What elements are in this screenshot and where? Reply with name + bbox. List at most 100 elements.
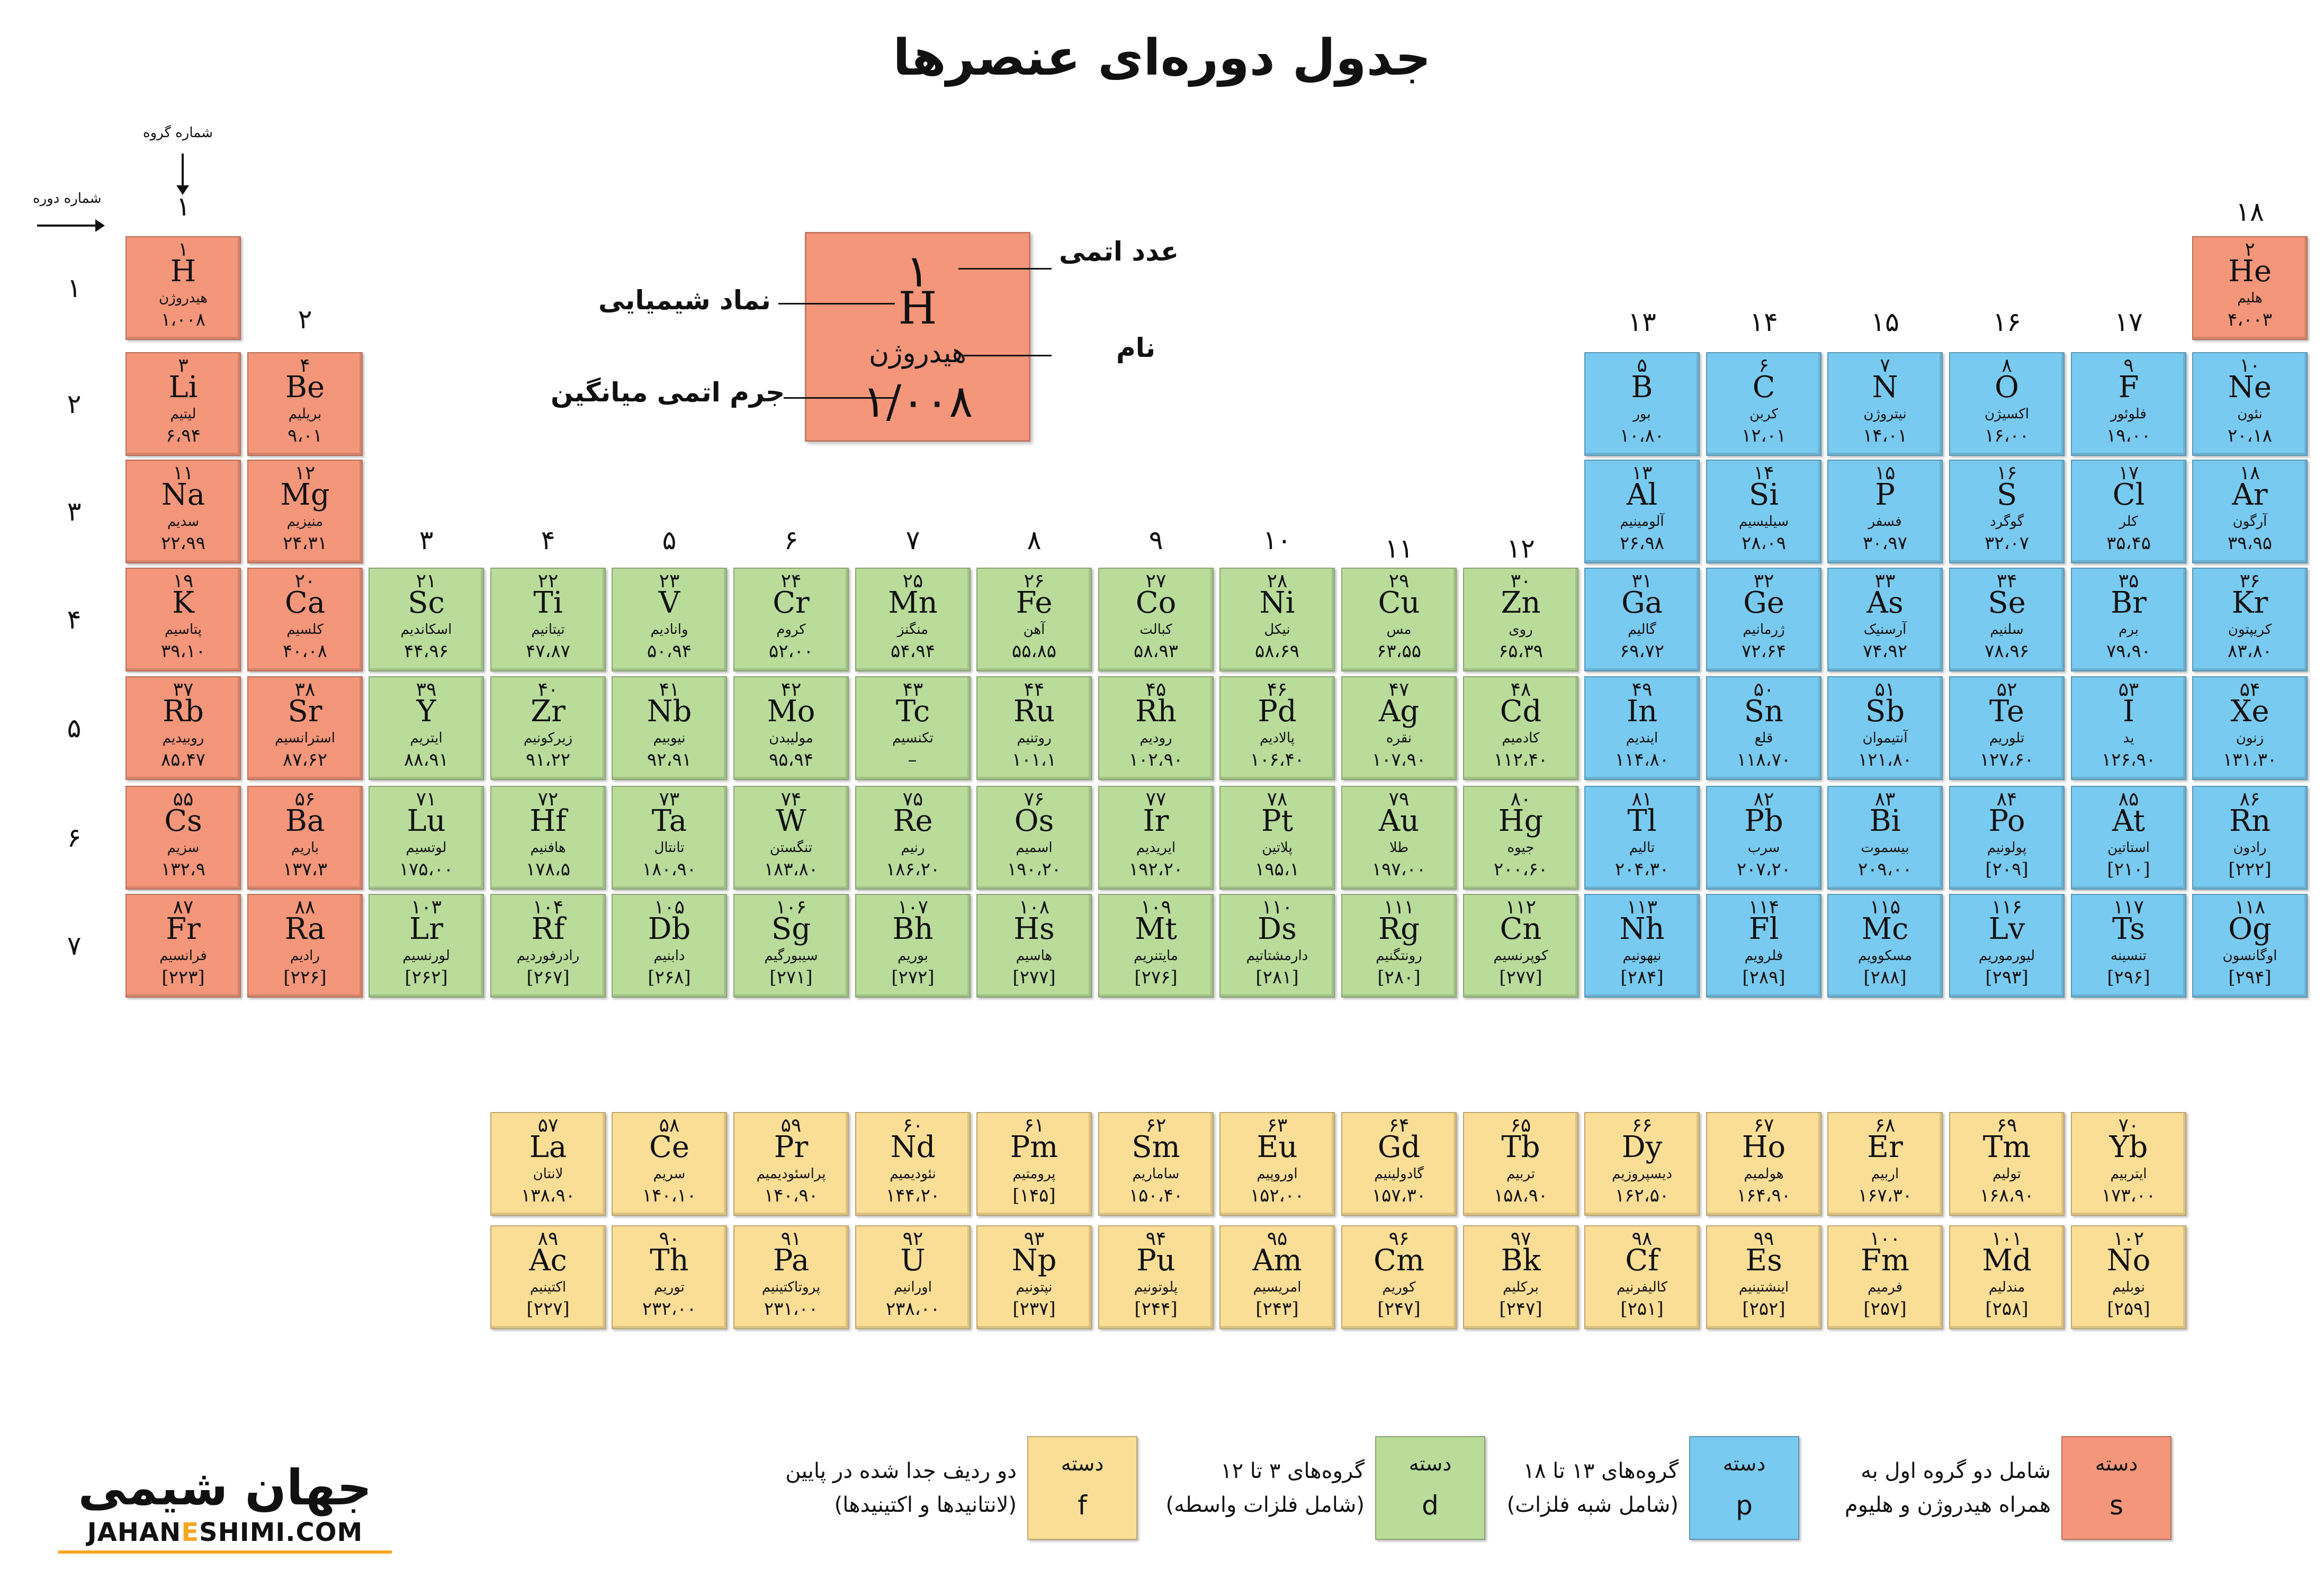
element-name: تالیم [1629,840,1655,856]
atomic-mass: ۱۵۷،۳۰ [1371,1185,1426,1206]
symbol: Cr [773,586,810,620]
element-name: منگنز [897,622,929,638]
symbol: U [900,1243,926,1278]
element-Lv: ۱۱۶ Lv لیورموریم [۲۹۳] [1949,894,2065,998]
element-name: رادرفوردیم [516,948,580,964]
atomic-number: ۱۸ [2239,462,2260,484]
symbol: Bk [1501,1243,1541,1278]
element-name: سزیم [167,840,200,856]
element-P: ۱۵ P فسفر ۳۰،۹۷ [1827,460,1943,563]
legend-line-1: گروه‌های ۱۳ تا ۱۸ [1523,1459,1679,1483]
element-O: ۸ O اکسیژن ۱۶،۰۰ [1949,352,2065,456]
element-At: ۸۵ At استاتین [۲۱۰] [2071,786,2186,890]
element-Na: ۱۱ Na سدیم ۲۲،۹۹ [125,460,241,563]
symbol: K [172,586,194,620]
element-name: روتنیم [1017,730,1052,746]
atomic-number: ۱۰۹ [1140,896,1171,918]
element-S: ۱۶ S گوگرد ۳۲،۰۷ [1949,460,2065,563]
atomic-number: ۹۴ [1145,1228,1167,1250]
symbol: Br [2111,586,2147,620]
pointer-number [958,268,1052,270]
element-Sr: ۳۸ Sr استرانسیم ۸۷،۶۲ [247,676,363,780]
atomic-mass: ۲۰۰،۶۰ [1493,859,1548,880]
symbol: Sm [1132,1130,1180,1164]
atomic-number: ۴ [300,355,310,376]
symbol: Ts [2112,912,2145,946]
element-name: اسکاندیم [400,622,452,638]
symbol: Nh [1619,912,1665,946]
symbol: Na [161,478,205,512]
atomic-mass: ۲۰۹،۰۰ [1858,859,1913,880]
element-name: مولیبدن [769,730,813,746]
element-name: آرسنیک [1863,622,1907,638]
label-symbol: نماد شیمیایی [598,285,771,316]
legend-key-letter: f [1078,1490,1087,1521]
atomic-number: ۶۳ [1267,1115,1288,1136]
atomic-number: ۱۲ [294,462,316,484]
element-K: ۱۹ K پتاسیم ۳۹،۱۰ [125,568,241,671]
atomic-number: ۴۴ [1024,679,1045,701]
element-name: کادمیم [1502,730,1540,746]
legend-key-word: دسته [2095,1452,2138,1475]
atomic-mass: ۸۳،۸۰ [2227,641,2273,662]
element-No: ۱۰۲ No نوبلیم [۲۵۹] [2071,1225,2186,1329]
symbol: Hg [1498,804,1544,838]
element-F: ۹ F فلوئور ۱۹،۰۰ [2071,352,2186,456]
atomic-number: ۵ [1637,355,1647,376]
atomic-number: ۳۲ [1753,570,1774,592]
atomic-number: ۶۹ [1996,1115,2017,1136]
element-name: سریم [653,1166,686,1182]
element-name: کوپرنسیم [1493,948,1548,964]
atomic-mass: ۷۴،۹۲ [1862,641,1908,662]
atomic-mass: [۲۵۸] [1985,1298,2029,1320]
atomic-mass: ۲۸،۰۹ [1741,533,1787,554]
atomic-mass: [۲۷۱] [769,967,813,988]
element-Rf: ۱۰۴ Rf رادرفوردیم [۲۶۷] [490,894,606,998]
legend-key-f: دسته f [1027,1436,1137,1540]
element-name: هلیم [2237,290,2263,306]
atomic-mass: ۹۵،۹۴ [768,749,814,770]
period-number-6: ۶ [67,822,82,853]
atomic-number: ۲۱ [416,570,437,592]
atomic-number: ۸۷ [173,896,194,918]
atomic-number: ۲۰ [294,570,316,592]
atomic-mass: ۳۰،۹۷ [1862,533,1908,554]
symbol: Po [1988,804,2025,838]
atomic-mass: [۲۷۷] [1499,967,1542,988]
symbol: Yb [2109,1130,2148,1164]
symbol: Lv [1988,912,2025,946]
element-name: مایتنریم [1134,948,1178,964]
atomic-mass: ۱۸۳،۸۰ [764,859,819,880]
element-Pa: ۹۱ Pa پروتاکتینیم ۲۳۱،۰۰ [733,1225,849,1329]
element-name: کلسیم [286,622,324,638]
atomic-number: ۴۵ [1145,679,1167,701]
element-name: امریسیم [1253,1279,1302,1295]
atomic-number: ۹۱ [780,1228,802,1250]
symbol: Lu [407,804,446,838]
symbol: Mg [280,478,330,512]
atomic-mass: ۱۹۵،۱ [1254,859,1300,880]
atomic-number: ۲۷ [1145,570,1167,592]
element-Cr: ۲۴ Cr کروم ۵۲،۰۰ [733,568,849,671]
symbol: Re [893,804,933,838]
element-name: نئودیمیم [890,1166,936,1182]
symbol: Np [1011,1243,1057,1278]
element-Cm: ۹۶ Cm کوریم [۲۴۷] [1341,1225,1457,1329]
atomic-mass: ۱۴،۰۱ [1862,425,1908,446]
symbol: Rf [531,912,565,946]
element-name: هولمیم [1744,1166,1784,1182]
symbol: Ne [2228,370,2272,405]
element-Fm: ۱۰۰ Fm فرمیم [۲۵۷] [1827,1225,1943,1329]
atomic-mass: ۲۳۲،۰۰ [642,1298,697,1320]
element-Os: ۷۶ Os اسمیم ۱۹۰،۲۰ [976,786,1092,890]
element-name: سیبورگیم [764,948,818,964]
element-C: ۶ C کربن ۱۲،۰۱ [1706,352,1821,456]
element-name: دیسپروزیم [1612,1166,1672,1182]
atomic-number: ۷۷ [1145,788,1167,810]
symbol: F [2118,370,2139,405]
atomic-number: ۵۲ [1996,679,2017,701]
label-mass: جرم اتمی میانگین [551,377,785,408]
symbol: Fe [1016,586,1053,620]
label-atomic-number: عدد اتمی [1059,236,1179,267]
group-number-4: ۴ [541,525,555,555]
